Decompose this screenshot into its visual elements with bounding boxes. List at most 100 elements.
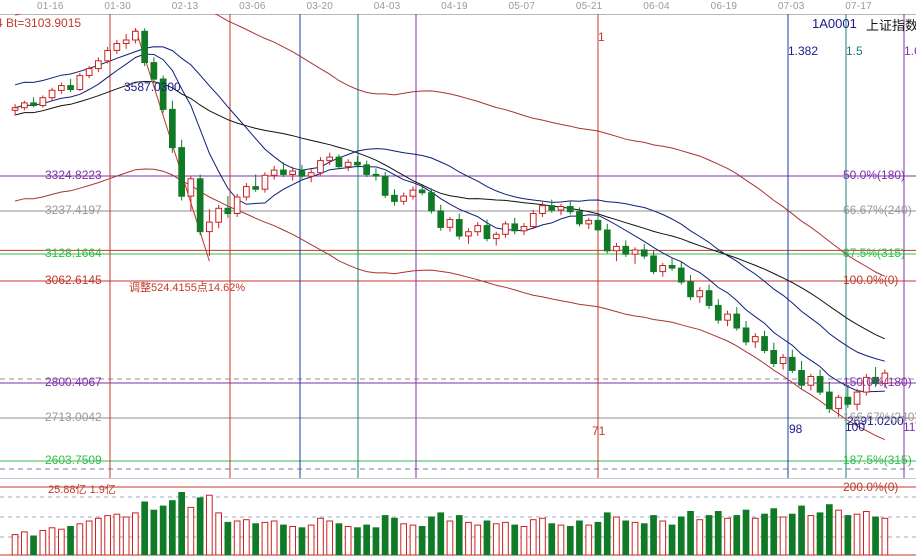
price-axis-label: 3324.8223 [45,168,102,182]
candlestick [483,219,491,242]
candlestick [751,333,759,348]
volume-bar [418,526,426,556]
candlestick [594,214,602,233]
volume-bar [243,519,250,556]
candlestick [363,160,370,178]
volume-bar [400,523,407,556]
indicator-line [14,168,885,441]
volume-bar [455,515,463,556]
fibonacci-level-label: 200.0%(0) [843,480,899,494]
candlestick [826,381,833,413]
candlestick [585,217,593,230]
volume-bar [317,517,324,556]
volume-bar [141,501,149,556]
volume-bar [872,516,879,556]
date-axis-label: 06-04 [643,1,670,12]
volume-bar [816,512,824,556]
candlestick [631,247,639,264]
candlestick [872,366,879,387]
candlestick [788,349,796,374]
volume-bar [511,524,519,556]
candlestick [640,243,648,259]
volume-bar [21,531,28,556]
volume-bar [122,516,130,556]
volume-bar [363,524,370,556]
volume-bar [354,527,361,556]
volume-bar [252,523,260,556]
candlestick [400,192,407,205]
indicator-line [14,53,885,393]
volume-bar [95,517,102,556]
volume-bar [372,527,380,556]
volume-chart-pane[interactable] [0,478,916,557]
price-chart-svg [0,14,916,478]
volume-bar [104,515,112,556]
candlestick [566,200,574,215]
candlestick [807,373,815,391]
volume-chart-svg [0,486,916,556]
volume-bar [659,520,667,556]
candlestick [705,284,713,309]
volume-bar [261,521,269,556]
candlestick [280,162,287,178]
volume-bar [270,520,278,556]
date-axis-label: 07-03 [777,1,805,12]
candlestick [224,196,232,218]
vertical-line-marker: 98 [789,422,803,436]
volume-bar [696,519,704,556]
volume-bar [779,516,787,556]
volume-bar [640,523,648,556]
volume-bar [770,508,778,556]
candlestick [539,202,546,217]
volume-bar [751,517,759,556]
price-chart-pane[interactable] [0,14,916,478]
candlestick [233,193,241,217]
volume-bar [613,516,620,556]
volume-bar [520,526,528,556]
candlestick [474,222,482,237]
candlestick [548,199,556,213]
candlestick [187,176,195,211]
volume-bar [381,515,389,556]
candlestick [668,257,676,271]
volume-bar [668,524,676,556]
volume-bar [585,524,593,556]
volume-bar [622,520,630,556]
candlestick [169,100,176,153]
date-axis-label: 06-19 [710,1,738,12]
volume-bar [446,520,454,556]
candlestick [159,75,167,113]
candlestick [863,373,870,396]
volume-bar [594,521,602,556]
volume-bar [307,524,315,556]
candlestick [798,360,805,389]
volume-bar [187,506,195,556]
fibonacci-level-label: 100.0%(0) [843,273,899,287]
candlestick [779,353,787,370]
candlestick [132,28,139,44]
candlestick [557,203,565,216]
candlestick [576,207,583,227]
candlestick [141,28,149,67]
drawdown-annotation: 调整524.4155点14.62% [129,282,246,294]
volume-bar [483,520,491,556]
volume-bar [289,526,296,556]
volume-bar [391,517,398,556]
vertical-line-marker: 1.6 [904,44,916,58]
date-axis-label: 04-19 [441,1,468,12]
vertical-line-marker: 1 [598,30,605,44]
volume-bar [48,527,56,556]
candlestick [289,166,296,181]
indicator-line [14,46,885,362]
candlestick [58,82,65,94]
volume-bar [650,515,657,556]
candlestick [104,46,112,64]
volume-bar [76,523,84,556]
trough-price-annotation: 2691.0200 [847,414,904,428]
volume-bar [474,524,482,556]
price-axis-label: 2603.7509 [45,453,102,467]
vertical-line-marker: 115 [903,420,916,434]
volume-bar [576,520,583,556]
fibonacci-level-label: 187.5%(315) [843,453,912,467]
